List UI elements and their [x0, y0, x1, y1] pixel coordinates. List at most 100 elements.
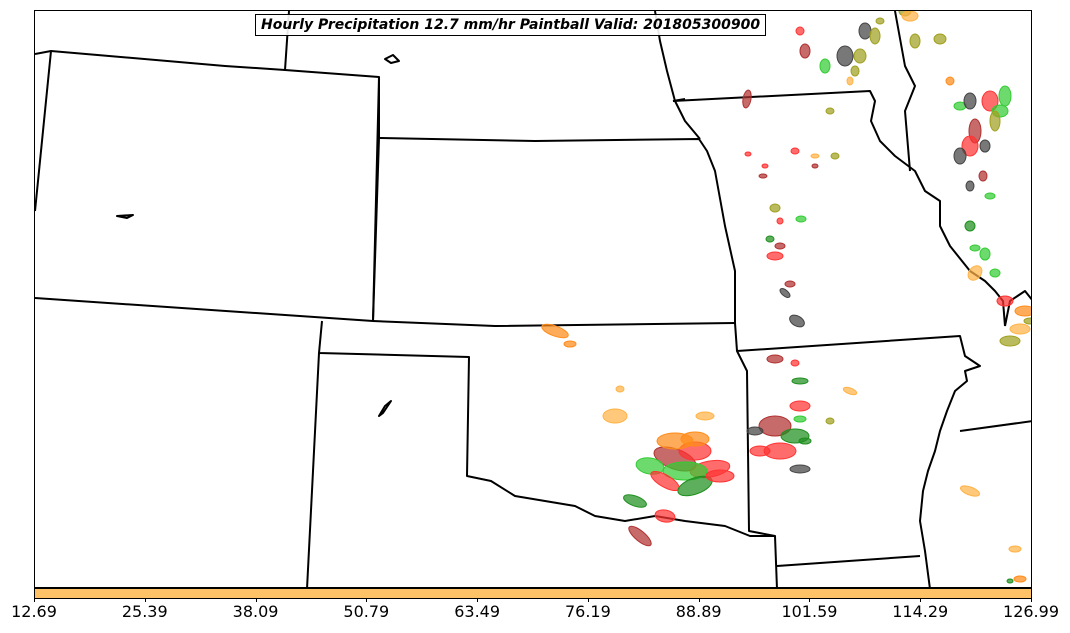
precip-blob: [784, 280, 796, 288]
missouri-border: [654, 11, 1006, 327]
precip-blob: [963, 92, 977, 110]
precip-blob: [791, 377, 809, 385]
precip-blob: [1006, 578, 1014, 584]
precip-blob: [789, 400, 811, 412]
illinois-border: [894, 11, 916, 172]
precip-blob: [758, 173, 768, 179]
precip-blob: [964, 220, 976, 232]
precip-blob: [825, 107, 835, 115]
colorbar-tick-mark: [587, 599, 589, 602]
precip-blob: [742, 89, 752, 109]
precip-blob: [774, 242, 786, 250]
precip-blob: [819, 58, 831, 74]
precip-blob: [615, 385, 625, 393]
precip-blob: [628, 525, 652, 547]
colorbar-tick-mark: [144, 599, 146, 602]
precip-blob: [654, 509, 676, 523]
precip-blob: [789, 464, 811, 474]
precip-blob: [846, 76, 854, 86]
precip-blob: [998, 85, 1012, 107]
colorbar-tick-mark: [255, 599, 257, 602]
precip-blob: [978, 170, 988, 182]
precip-blob: [793, 415, 807, 423]
precip-blob: [811, 163, 819, 169]
reservoir-ok: [378, 400, 392, 417]
precip-blob: [766, 354, 784, 364]
precip-blob: [901, 11, 919, 22]
precip-blob: [705, 469, 735, 483]
precip-blob: [758, 415, 792, 437]
precip-blob: [765, 235, 775, 243]
precip-blob: [842, 386, 858, 396]
precip-blob: [635, 457, 665, 475]
precip-blob: [746, 426, 764, 436]
colorbar-tick-label: 114.29: [892, 602, 949, 621]
precip-blob: [799, 43, 811, 59]
precip-blob: [989, 110, 1001, 132]
precip-blob: [623, 494, 647, 508]
precip-blob: [836, 45, 854, 67]
precip-blob: [825, 417, 835, 425]
precip-blob: [779, 288, 791, 298]
precip-blob: [761, 163, 769, 169]
arkansas-border: [734, 322, 981, 587]
precip-blob: [749, 445, 771, 457]
precip-blob: [830, 152, 840, 160]
tennessee-border: [1004, 290, 1031, 327]
colorbar-tick-label: 76.19: [564, 602, 611, 621]
precip-blob: [960, 485, 980, 497]
colorbar-tick-mark: [698, 599, 700, 602]
precip-blob: [853, 48, 867, 64]
precip-blob: [810, 153, 820, 159]
colorbar-tick-label: 38.09: [232, 602, 279, 621]
precip-blob: [869, 27, 881, 45]
colorbar-tick-mark: [34, 599, 35, 602]
precip-blob: [776, 217, 784, 225]
precip-blob: [563, 340, 577, 348]
colorbar-tick-label: 12.69: [11, 602, 57, 621]
nebraska-border: [284, 11, 736, 323]
colorbar-tick-label: 25.39: [121, 602, 168, 621]
precip-blob: [695, 411, 715, 421]
precip-blob: [602, 408, 628, 424]
precip-blob: [798, 437, 812, 445]
precip-blob: [795, 26, 805, 36]
wyoming-border: [35, 50, 52, 212]
precip-blob: [1009, 323, 1031, 335]
map-title: Hourly Precipitation 12.7 mm/hr Paintbal…: [255, 14, 767, 36]
precip-blob: [1013, 575, 1027, 583]
oklahoma-border: [318, 320, 775, 537]
iowa-border: [672, 98, 686, 102]
colorbar-tick-mark: [366, 599, 368, 602]
precip-blob: [979, 139, 991, 153]
precip-blob: [680, 431, 710, 447]
colorbar-tick-mark: [920, 599, 922, 602]
precip-blob: [953, 147, 967, 165]
colorbar-tick-mark: [477, 599, 479, 602]
precip-blob: [999, 335, 1021, 347]
lake-ne: [384, 54, 400, 64]
precip-blob: [984, 192, 996, 200]
colorbar: [34, 588, 1032, 599]
colorbar-tick-mark: [809, 599, 811, 602]
colorbar-tick-label: 63.49: [454, 602, 501, 621]
precipitation-paintballs: [541, 11, 1031, 584]
state-boundaries: [35, 11, 1031, 587]
precip-blob: [989, 268, 1001, 278]
precip-blob: [981, 90, 999, 112]
colorado-border: [35, 50, 380, 322]
precip-blob: [967, 265, 983, 281]
precip-blob: [790, 359, 800, 367]
texas-border: [306, 352, 320, 587]
colorbar-tick-label: 126.99: [1003, 602, 1059, 621]
precip-blob: [1008, 545, 1022, 553]
kansas-border: [372, 320, 736, 327]
precip-blob: [766, 251, 784, 261]
precip-blob: [961, 135, 979, 157]
nebraska-ks-border: [372, 137, 380, 322]
precip-blob: [1023, 317, 1031, 325]
precip-blob: [996, 295, 1014, 307]
precip-blob: [965, 180, 975, 192]
precip-blob: [769, 203, 781, 213]
colorbar-tick-label: 101.59: [781, 602, 838, 621]
